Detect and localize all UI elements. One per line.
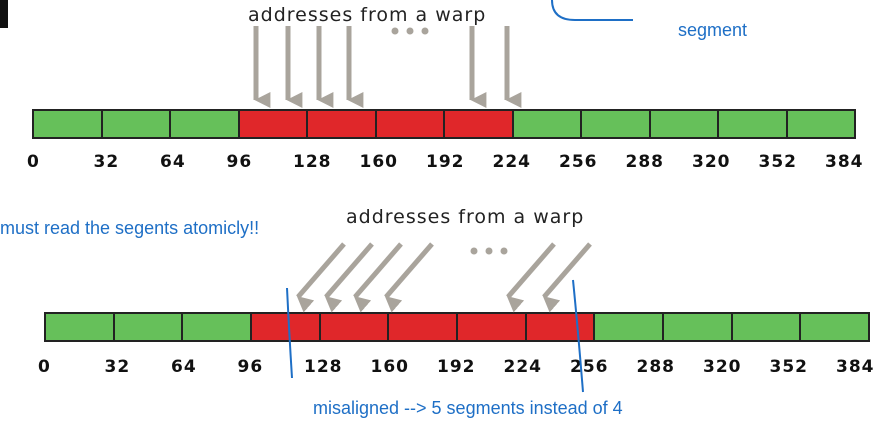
atomic-read-note: must read the segents atomicly!! xyxy=(0,218,260,238)
accessed-segment xyxy=(250,312,321,342)
segment-note: segment xyxy=(678,20,748,40)
segment-bracket-icon xyxy=(551,0,633,21)
memory-segment xyxy=(169,109,240,139)
memory-segment xyxy=(100,109,171,139)
memory-segment xyxy=(44,312,115,342)
memory-segment xyxy=(730,312,802,342)
tick-label: 192 xyxy=(437,357,476,377)
tick-label: 0 xyxy=(27,152,40,172)
tick-label: 32 xyxy=(93,152,120,172)
memory-segment xyxy=(181,312,253,342)
tick-label: 64 xyxy=(160,152,186,172)
bottom-memory-bar xyxy=(44,312,871,342)
tick-label: 320 xyxy=(692,152,731,172)
memory-segment xyxy=(112,312,184,342)
accessed-segment xyxy=(443,109,514,139)
tick-label: 64 xyxy=(171,357,197,377)
memory-segment xyxy=(785,109,856,139)
tick-label: 96 xyxy=(226,152,253,172)
bottom-ellipsis-dots-icon xyxy=(470,247,508,255)
tick-label: 256 xyxy=(570,357,609,377)
bottom-arrow-icon xyxy=(296,242,346,313)
memory-segment xyxy=(662,312,733,342)
tick-label: 160 xyxy=(359,152,398,172)
tick-label: 160 xyxy=(370,357,409,377)
tick-label: 128 xyxy=(293,152,332,172)
tick-label: 320 xyxy=(703,357,742,377)
tick-label: 96 xyxy=(237,357,264,377)
tick-label: 256 xyxy=(559,152,598,172)
bottom-arrow-icon xyxy=(324,242,374,313)
tick-label: 384 xyxy=(825,152,864,172)
bottom-arrow-icon xyxy=(542,242,592,313)
bottom-arrow-icon xyxy=(384,242,434,313)
top-arrow-group xyxy=(253,26,522,109)
memory-segment xyxy=(648,109,719,139)
memory-segment xyxy=(799,312,871,342)
accessed-segment xyxy=(524,312,596,342)
memory-segment xyxy=(593,312,665,342)
tick-label: 384 xyxy=(836,357,875,377)
memory-segment xyxy=(511,109,582,139)
tick-label: 192 xyxy=(426,152,465,172)
cropped-mark xyxy=(0,0,8,28)
misaligned-end-line-icon xyxy=(572,279,584,393)
tick-label: 288 xyxy=(625,152,664,172)
top-caption: addresses from a warp xyxy=(248,4,487,26)
tick-label: 224 xyxy=(503,357,542,377)
tick-label: 224 xyxy=(492,152,531,172)
tick-label: 288 xyxy=(636,357,675,377)
misaligned-note: misaligned --> 5 segments instead of 4 xyxy=(313,398,623,418)
memory-segment xyxy=(580,109,651,139)
bottom-arrow-group xyxy=(296,242,592,313)
misaligned-start-line-icon xyxy=(286,287,293,379)
bottom-caption: addresses from a warp xyxy=(346,206,585,228)
memory-segment xyxy=(32,109,103,139)
tick-label: 128 xyxy=(304,357,343,377)
tick-label: 352 xyxy=(758,152,797,172)
top-ellipsis-dots-icon xyxy=(391,27,429,35)
top-memory-bar xyxy=(32,109,856,139)
tick-label: 352 xyxy=(769,357,808,377)
bottom-arrow-icon xyxy=(506,242,556,313)
tick-label: 32 xyxy=(104,357,131,377)
tick-label: 0 xyxy=(38,357,51,377)
bottom-arrow-icon xyxy=(353,242,403,313)
